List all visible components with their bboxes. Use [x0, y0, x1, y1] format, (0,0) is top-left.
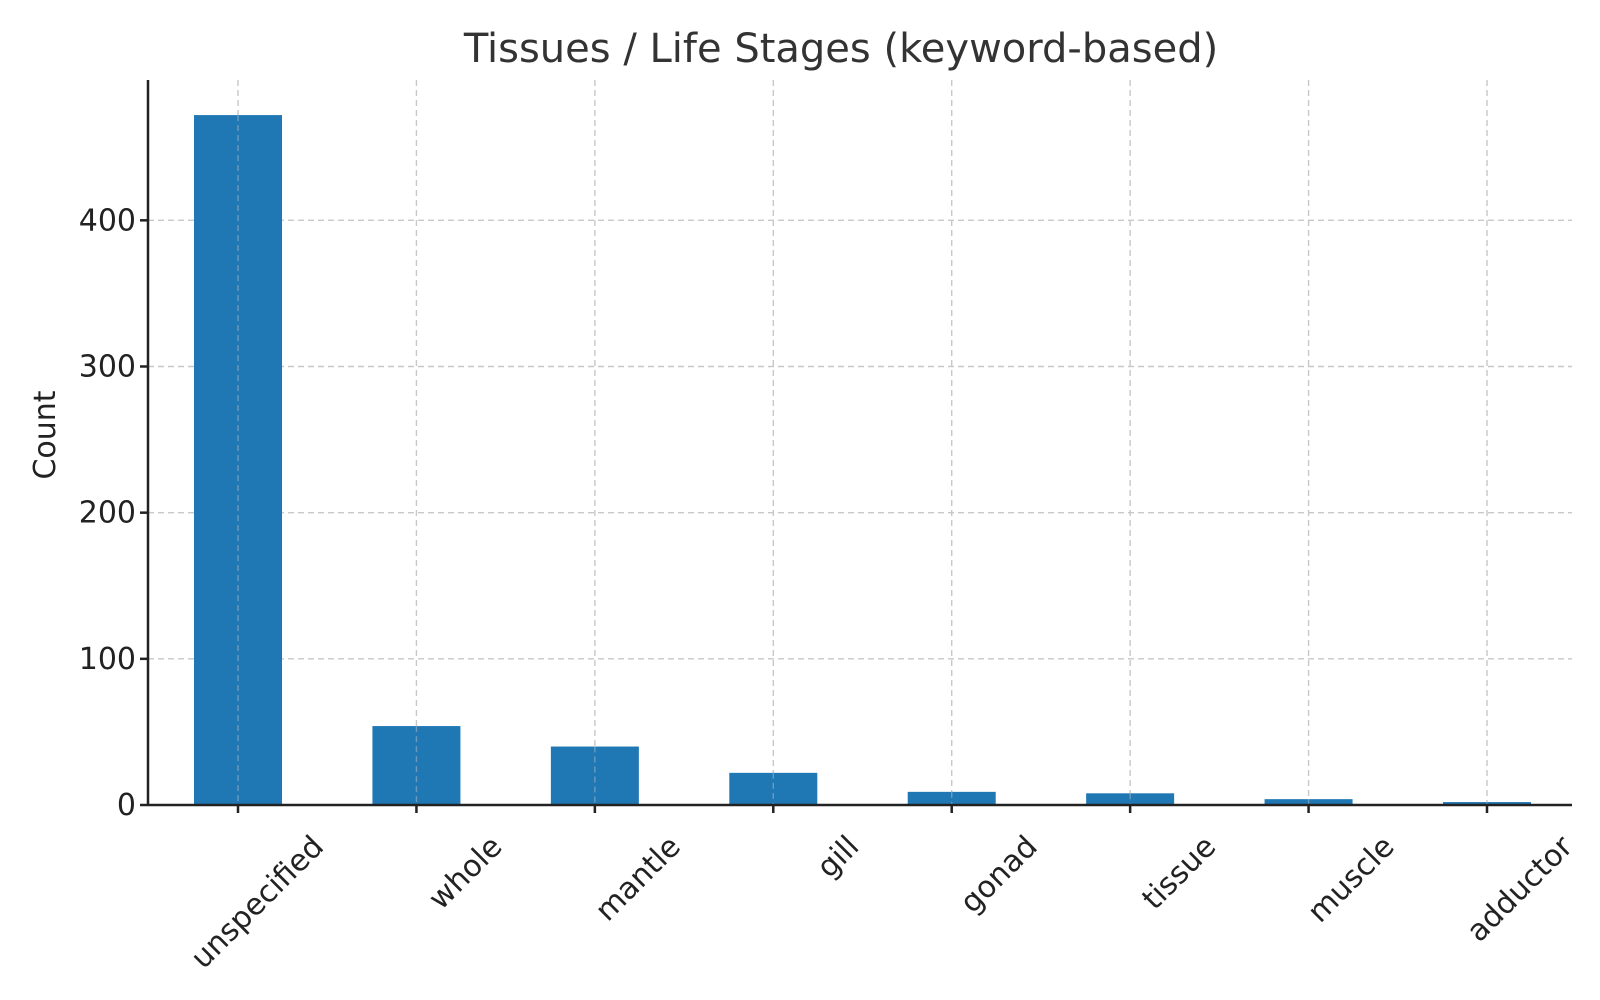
bar-muscle: [1264, 799, 1353, 805]
x-tick-label-muscle: muscle: [1301, 829, 1402, 930]
bar-gonad: [907, 791, 996, 805]
y-tick-label: 200: [79, 496, 136, 531]
bar-whole: [372, 726, 461, 805]
bar-gill: [729, 772, 818, 805]
chart-title: Tissues / Life Stages (keyword-based): [463, 26, 1218, 72]
ticks-layer: 0 100 200 300 400 unspecified whole mantle gill g…: [79, 203, 1581, 976]
x-tick-label-gonad: gonad: [954, 829, 1045, 920]
x-tick-label-mantle: mantle: [589, 829, 688, 928]
x-tick-label-gill: gill: [810, 829, 866, 885]
grid-layer: [148, 80, 1572, 805]
y-tick-label: 0: [117, 788, 136, 823]
bar-adductor: [1443, 802, 1531, 805]
y-tick-label: 100: [79, 642, 136, 677]
x-tick-label-tissue: tissue: [1136, 829, 1224, 917]
x-tick-label-adductor: adductor: [1460, 829, 1580, 949]
bar-tissue: [1086, 793, 1175, 805]
y-axis-label: Count: [28, 390, 63, 479]
y-tick-label: 300: [79, 349, 136, 384]
bars-layer: [194, 115, 1531, 806]
bar-mantle: [550, 746, 639, 805]
axes-layer: [146, 80, 1572, 807]
x-tick-label-unspecified: unspecified: [184, 829, 331, 976]
x-tick-label-whole: whole: [422, 829, 509, 916]
bar-unspecified: [194, 115, 282, 806]
y-tick-label: 400: [79, 203, 136, 238]
